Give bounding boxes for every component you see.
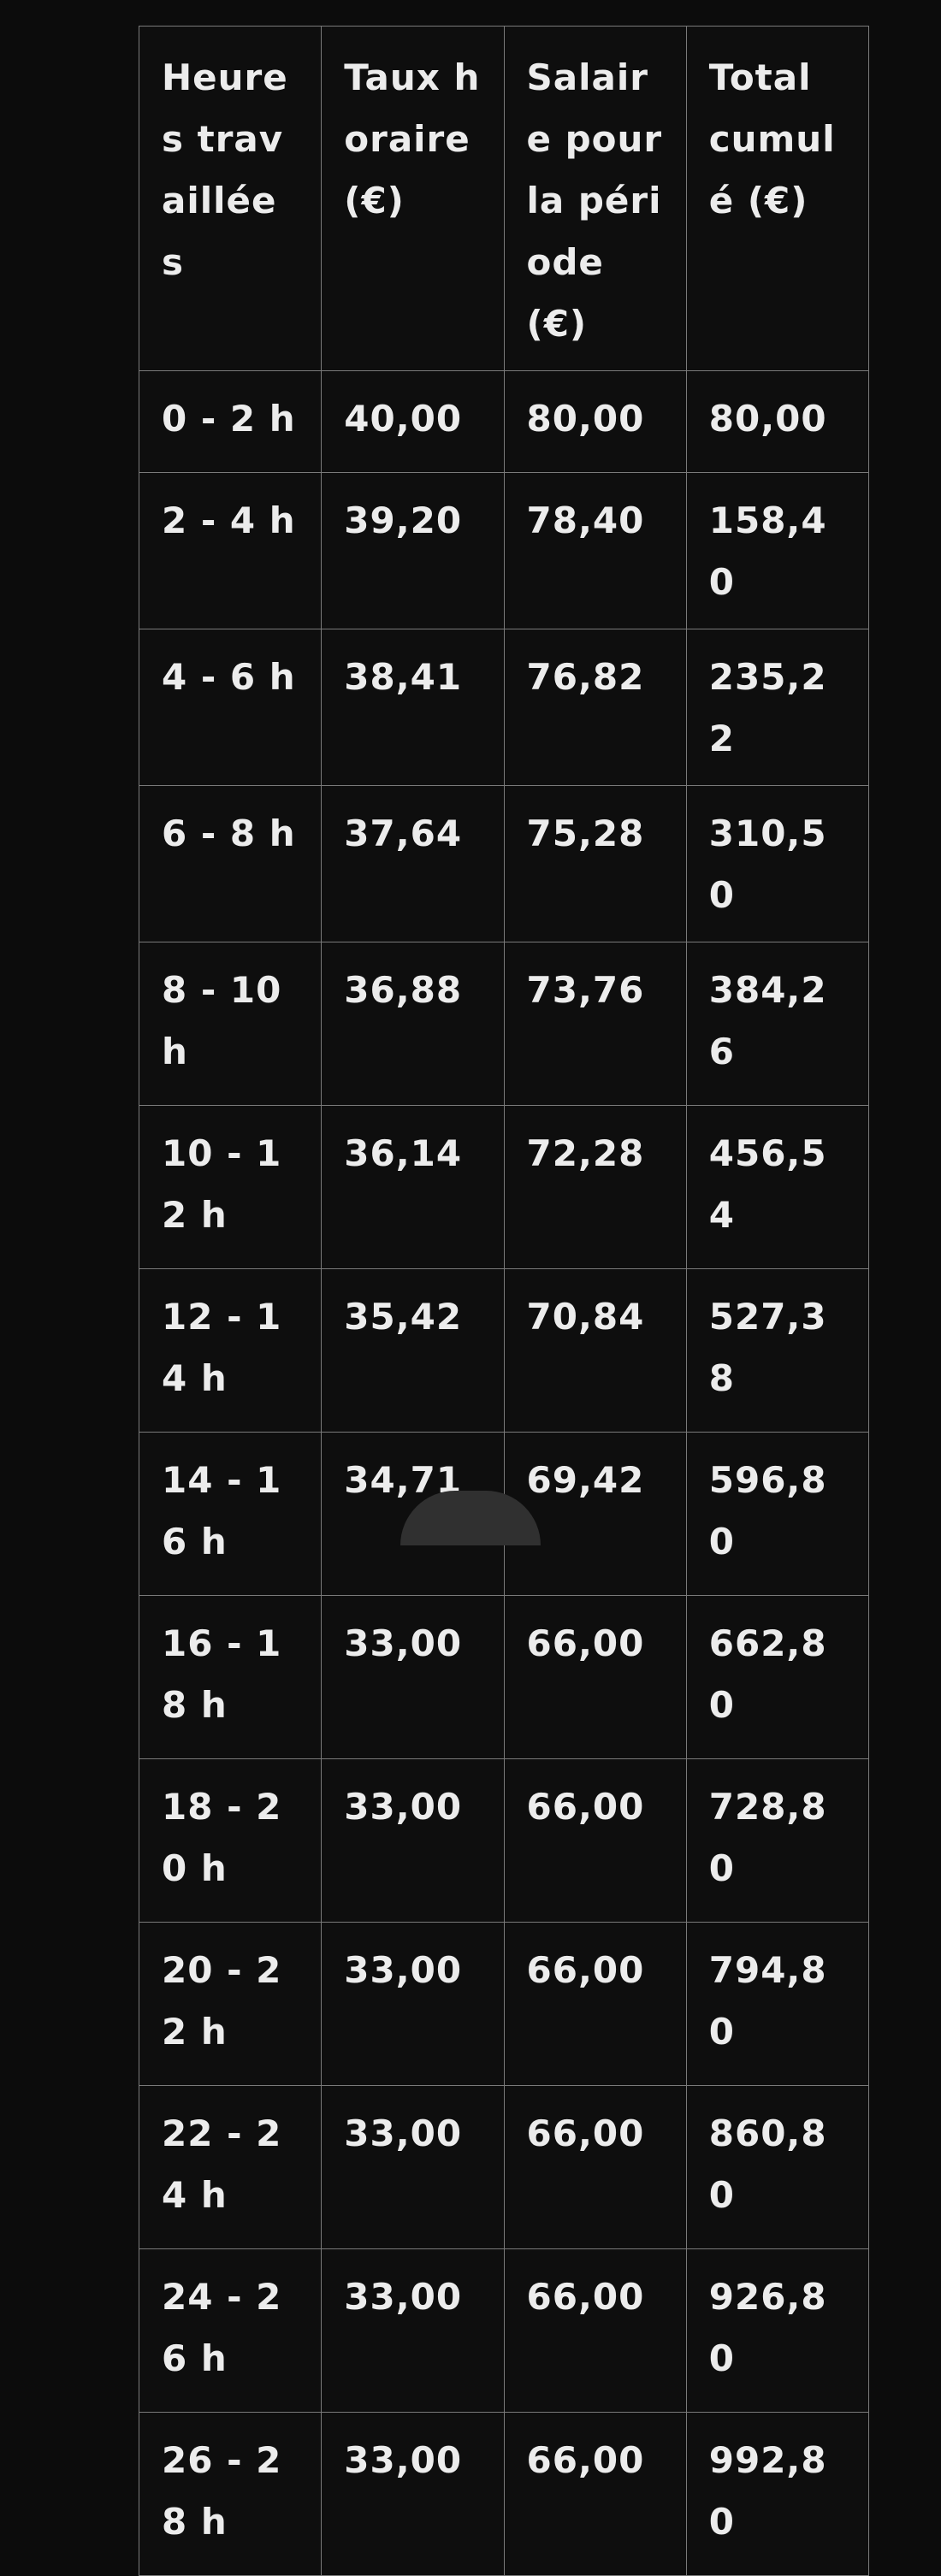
cell-salary: 70,84 (503, 1268, 687, 1433)
table-row: 8 - 10 h 36,88 73,76 384,26 (138, 942, 870, 1106)
cell-total: 384,26 (685, 942, 870, 1106)
cell-salary: 66,00 (503, 2412, 687, 2576)
table-row: 0 - 2 h 40,00 80,00 80,00 (138, 370, 870, 473)
header-hours-worked: Heures travaillées (138, 26, 323, 371)
cell-salary: 78,40 (503, 472, 687, 629)
cell-rate: 37,64 (321, 785, 505, 942)
table-row: 16 - 18 h 33,00 66,00 662,80 (138, 1595, 870, 1759)
cell-hours: 12 - 14 h (138, 1268, 323, 1433)
cell-hours: 22 - 24 h (138, 2085, 323, 2249)
cell-total: 728,80 (685, 1758, 870, 1923)
cell-total: 310,50 (685, 785, 870, 942)
header-row: Heures travaillées Taux horaire (€) Sala… (138, 26, 870, 371)
cell-total: 926,80 (685, 2248, 870, 2413)
table-row: 4 - 6 h 38,41 76,82 235,22 (138, 629, 870, 786)
salary-table-container: Heures travaillées Taux horaire (€) Sala… (138, 26, 870, 2576)
scroll-to-bottom-button[interactable] (400, 1491, 541, 1545)
salary-table: Heures travaillées Taux horaire (€) Sala… (138, 26, 870, 2576)
cell-total: 235,22 (685, 629, 870, 786)
cell-hours: 10 - 12 h (138, 1105, 323, 1269)
cell-total: 80,00 (685, 370, 870, 473)
cell-rate: 33,00 (321, 2248, 505, 2413)
table-header: Heures travaillées Taux horaire (€) Sala… (138, 26, 870, 371)
cell-total: 662,80 (685, 1595, 870, 1759)
table-row: 24 - 26 h 33,00 66,00 926,80 (138, 2248, 870, 2413)
cell-rate: 35,42 (321, 1268, 505, 1433)
cell-salary: 80,00 (503, 370, 687, 473)
cell-hours: 26 - 28 h (138, 2412, 323, 2576)
cell-total: 158,40 (685, 472, 870, 629)
cell-total: 992,80 (685, 2412, 870, 2576)
table-row: 14 - 16 h 34,71 69,42 596,80 (138, 1432, 870, 1596)
cell-salary: 73,76 (503, 942, 687, 1106)
table-row: 18 - 20 h 33,00 66,00 728,80 (138, 1758, 870, 1923)
table-row: 12 - 14 h 35,42 70,84 527,38 (138, 1268, 870, 1433)
header-hourly-rate: Taux horaire (€) (321, 26, 505, 371)
cell-salary: 72,28 (503, 1105, 687, 1269)
header-period-salary: Salaire pour la période (€) (503, 26, 687, 371)
table-row: 26 - 28 h 33,00 66,00 992,80 (138, 2412, 870, 2576)
cell-rate: 38,41 (321, 629, 505, 786)
cell-total: 527,38 (685, 1268, 870, 1433)
header-cumulative-total: Total cumulé (€) (685, 26, 870, 371)
cell-rate: 33,00 (321, 1758, 505, 1923)
cell-rate: 36,14 (321, 1105, 505, 1269)
table-row: 6 - 8 h 37,64 75,28 310,50 (138, 785, 870, 942)
cell-total: 456,54 (685, 1105, 870, 1269)
table-row: 22 - 24 h 33,00 66,00 860,80 (138, 2085, 870, 2249)
cell-total: 860,80 (685, 2085, 870, 2249)
cell-hours: 0 - 2 h (138, 370, 323, 473)
cell-salary: 69,42 (503, 1432, 687, 1596)
cell-total: 596,80 (685, 1432, 870, 1596)
cell-hours: 24 - 26 h (138, 2248, 323, 2413)
cell-hours: 8 - 10 h (138, 942, 323, 1106)
cell-salary: 66,00 (503, 1595, 687, 1759)
cell-hours: 16 - 18 h (138, 1595, 323, 1759)
cell-rate: 33,00 (321, 1922, 505, 2086)
cell-rate: 39,20 (321, 472, 505, 629)
cell-rate: 33,00 (321, 2085, 505, 2249)
cell-salary: 66,00 (503, 1758, 687, 1923)
cell-salary: 66,00 (503, 2248, 687, 2413)
cell-hours: 4 - 6 h (138, 629, 323, 786)
cell-hours: 20 - 22 h (138, 1922, 323, 2086)
cell-rate: 33,00 (321, 2412, 505, 2576)
cell-rate: 40,00 (321, 370, 505, 473)
cell-salary: 66,00 (503, 2085, 687, 2249)
cell-salary: 66,00 (503, 1922, 687, 2086)
cell-rate: 36,88 (321, 942, 505, 1106)
table-body: 0 - 2 h 40,00 80,00 80,00 2 - 4 h 39,20 … (138, 370, 870, 2576)
cell-hours: 18 - 20 h (138, 1758, 323, 1923)
table-row: 10 - 12 h 36,14 72,28 456,54 (138, 1105, 870, 1269)
cell-hours: 2 - 4 h (138, 472, 323, 629)
table-row: 2 - 4 h 39,20 78,40 158,40 (138, 472, 870, 629)
cell-hours: 14 - 16 h (138, 1432, 323, 1596)
cell-hours: 6 - 8 h (138, 785, 323, 942)
cell-rate: 33,00 (321, 1595, 505, 1759)
cell-salary: 75,28 (503, 785, 687, 942)
table-row: 20 - 22 h 33,00 66,00 794,80 (138, 1922, 870, 2086)
cell-salary: 76,82 (503, 629, 687, 786)
cell-total: 794,80 (685, 1922, 870, 2086)
